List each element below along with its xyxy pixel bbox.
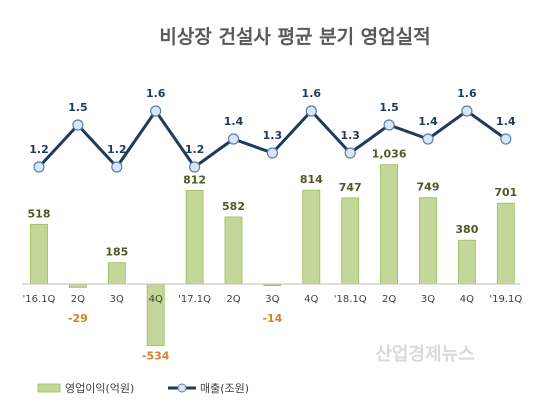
x-tick-4: '17.1Q bbox=[178, 294, 211, 305]
line-label-7: 1.6 bbox=[302, 87, 322, 100]
bar-label-1: -29 bbox=[68, 312, 88, 325]
bar-4 bbox=[185, 190, 204, 285]
line-point-12 bbox=[500, 133, 512, 145]
line-label-3: 1.6 bbox=[146, 87, 166, 100]
line-label-1: 1.5 bbox=[68, 101, 88, 114]
line-label-5: 1.4 bbox=[224, 115, 244, 128]
legend: 영업이익(억원) 매출(조원) bbox=[37, 382, 249, 395]
x-tick-3: 4Q bbox=[149, 294, 163, 305]
line-point-6 bbox=[266, 147, 278, 159]
line-point-10 bbox=[422, 133, 434, 145]
x-tick-11: 4Q bbox=[460, 294, 474, 305]
line-point-4 bbox=[189, 161, 201, 173]
line-series: 1.2 1.5 1.2 1.6 1.2 1.4 1.3 1.6 1.3 1.5 1.4 1.6 1.4 bbox=[29, 87, 516, 173]
bar-12 bbox=[496, 202, 515, 285]
x-tick-0: '16.1Q bbox=[23, 294, 56, 305]
line-point-11 bbox=[461, 105, 473, 117]
bar-5 bbox=[224, 216, 243, 285]
line-label-2: 1.2 bbox=[107, 143, 127, 156]
line-label-12: 1.4 bbox=[496, 115, 516, 128]
bar-label-12: 701 bbox=[494, 186, 517, 199]
legend-label-line: 매출(조원) bbox=[200, 382, 249, 395]
line-label-4: 1.2 bbox=[185, 143, 205, 156]
bar-label-10: 749 bbox=[417, 181, 440, 194]
legend-label-bar: 영업이익(억원) bbox=[65, 382, 134, 395]
line-point-1 bbox=[72, 119, 84, 131]
x-tick-12: '19.1Q bbox=[489, 294, 522, 305]
bar-series: 518 -29 185 -534 812 582 -14 814 747 1,036 749 380 7… bbox=[28, 148, 518, 363]
chart-title: 비상장 건설사 평균 분기 영업실적 bbox=[159, 26, 430, 48]
bar-7 bbox=[302, 189, 321, 285]
line-point-3 bbox=[150, 105, 162, 117]
bar-label-0: 518 bbox=[28, 207, 51, 220]
line-point-2 bbox=[111, 161, 123, 173]
bar-9 bbox=[380, 164, 399, 285]
line-label-10: 1.4 bbox=[418, 115, 438, 128]
line-label-9: 1.5 bbox=[379, 101, 399, 114]
x-tick-10: 3Q bbox=[421, 294, 435, 305]
x-tick-2: 3Q bbox=[110, 294, 124, 305]
legend-swatch-marker bbox=[177, 383, 187, 393]
line-label-8: 1.3 bbox=[340, 129, 360, 142]
bar-label-9: 1,036 bbox=[372, 148, 407, 161]
x-tick-9: 2Q bbox=[382, 294, 396, 305]
bar-0 bbox=[30, 223, 48, 285]
bar-label-11: 380 bbox=[455, 223, 478, 236]
bar-label-5: 582 bbox=[222, 200, 245, 213]
line-label-11: 1.6 bbox=[457, 87, 477, 100]
x-tick-7: 4Q bbox=[304, 294, 318, 305]
bar-label-2: 185 bbox=[105, 246, 128, 259]
bar-label-4: 812 bbox=[183, 174, 206, 187]
line-point-7 bbox=[305, 105, 317, 117]
x-tick-8: '18.1Q bbox=[334, 294, 367, 305]
x-tick-1: 2Q bbox=[71, 294, 85, 305]
x-tick-5: 2Q bbox=[226, 294, 240, 305]
bar-8 bbox=[341, 197, 360, 285]
x-tick-6: 3Q bbox=[265, 294, 279, 305]
bar-label-6: -14 bbox=[262, 312, 282, 325]
bar-2 bbox=[107, 262, 126, 285]
bar-label-7: 814 bbox=[300, 173, 323, 186]
line-point-9 bbox=[383, 119, 395, 131]
bar-11 bbox=[457, 239, 476, 285]
bar-label-3: -534 bbox=[142, 350, 170, 363]
line-label-6: 1.3 bbox=[263, 129, 283, 142]
line-point-5 bbox=[227, 133, 240, 145]
line-label-0: 1.2 bbox=[29, 143, 49, 156]
x-tick-labels: '16.1Q 2Q 3Q 4Q '17.1Q 2Q 3Q 4Q '18.1Q 2Q 3Q 4Q '19.… bbox=[23, 294, 523, 305]
bar-10 bbox=[419, 197, 437, 285]
bar-label-8: 747 bbox=[339, 181, 362, 194]
legend-swatch-bar bbox=[37, 383, 61, 393]
line-point-0 bbox=[33, 161, 45, 173]
line-point-8 bbox=[344, 147, 356, 159]
watermark: 산업경제뉴스 bbox=[375, 344, 474, 365]
